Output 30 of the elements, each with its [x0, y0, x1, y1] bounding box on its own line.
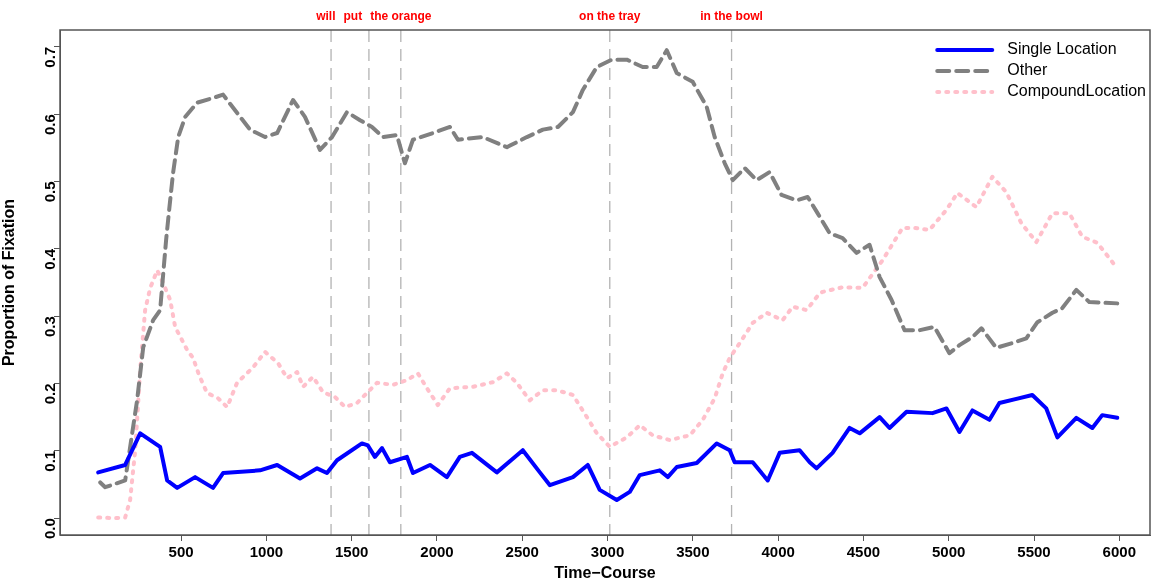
x-tick-label: 1000 [249, 543, 284, 561]
y-tick-label: 0.4 [41, 248, 59, 270]
y-tick-label: 0.6 [41, 114, 59, 136]
y-tick-label: 0.5 [41, 181, 59, 203]
y-tick-label: 0.7 [41, 46, 59, 68]
ref-line-label: the orange [370, 9, 432, 24]
x-tick-label: 1500 [335, 543, 369, 561]
ref-line-label: put [343, 9, 363, 24]
y-tick-label: 0.2 [41, 383, 59, 405]
x-tick-label: 5000 [932, 543, 966, 561]
x-tick-label: 4000 [761, 543, 795, 561]
y-axis-title: Proportion of Fixation [0, 198, 18, 367]
x-tick-label: 5500 [1017, 543, 1051, 561]
x-tick-label: 2500 [505, 543, 539, 561]
y-tick-label: 0.3 [41, 316, 59, 338]
y-tick-label: 0.0 [41, 518, 59, 540]
x-axis-title: Time−Course [554, 563, 656, 581]
legend-label: Single Location [1007, 40, 1117, 58]
y-tick-label: 0.1 [41, 450, 59, 472]
x-tick-label: 3500 [676, 543, 710, 561]
x-tick-label: 6000 [1102, 543, 1136, 561]
legend-label: Other [1007, 61, 1048, 79]
ref-line-label: will [315, 9, 336, 24]
ref-line-label: in the bowl [700, 9, 763, 24]
x-tick-label: 4500 [846, 543, 881, 561]
x-tick-label: 2000 [420, 543, 454, 561]
legend-label: CompoundLocation [1007, 82, 1146, 100]
x-tick-label: 500 [168, 543, 194, 561]
ref-line-label: on the tray [579, 9, 641, 24]
x-tick-label: 3000 [590, 543, 625, 561]
